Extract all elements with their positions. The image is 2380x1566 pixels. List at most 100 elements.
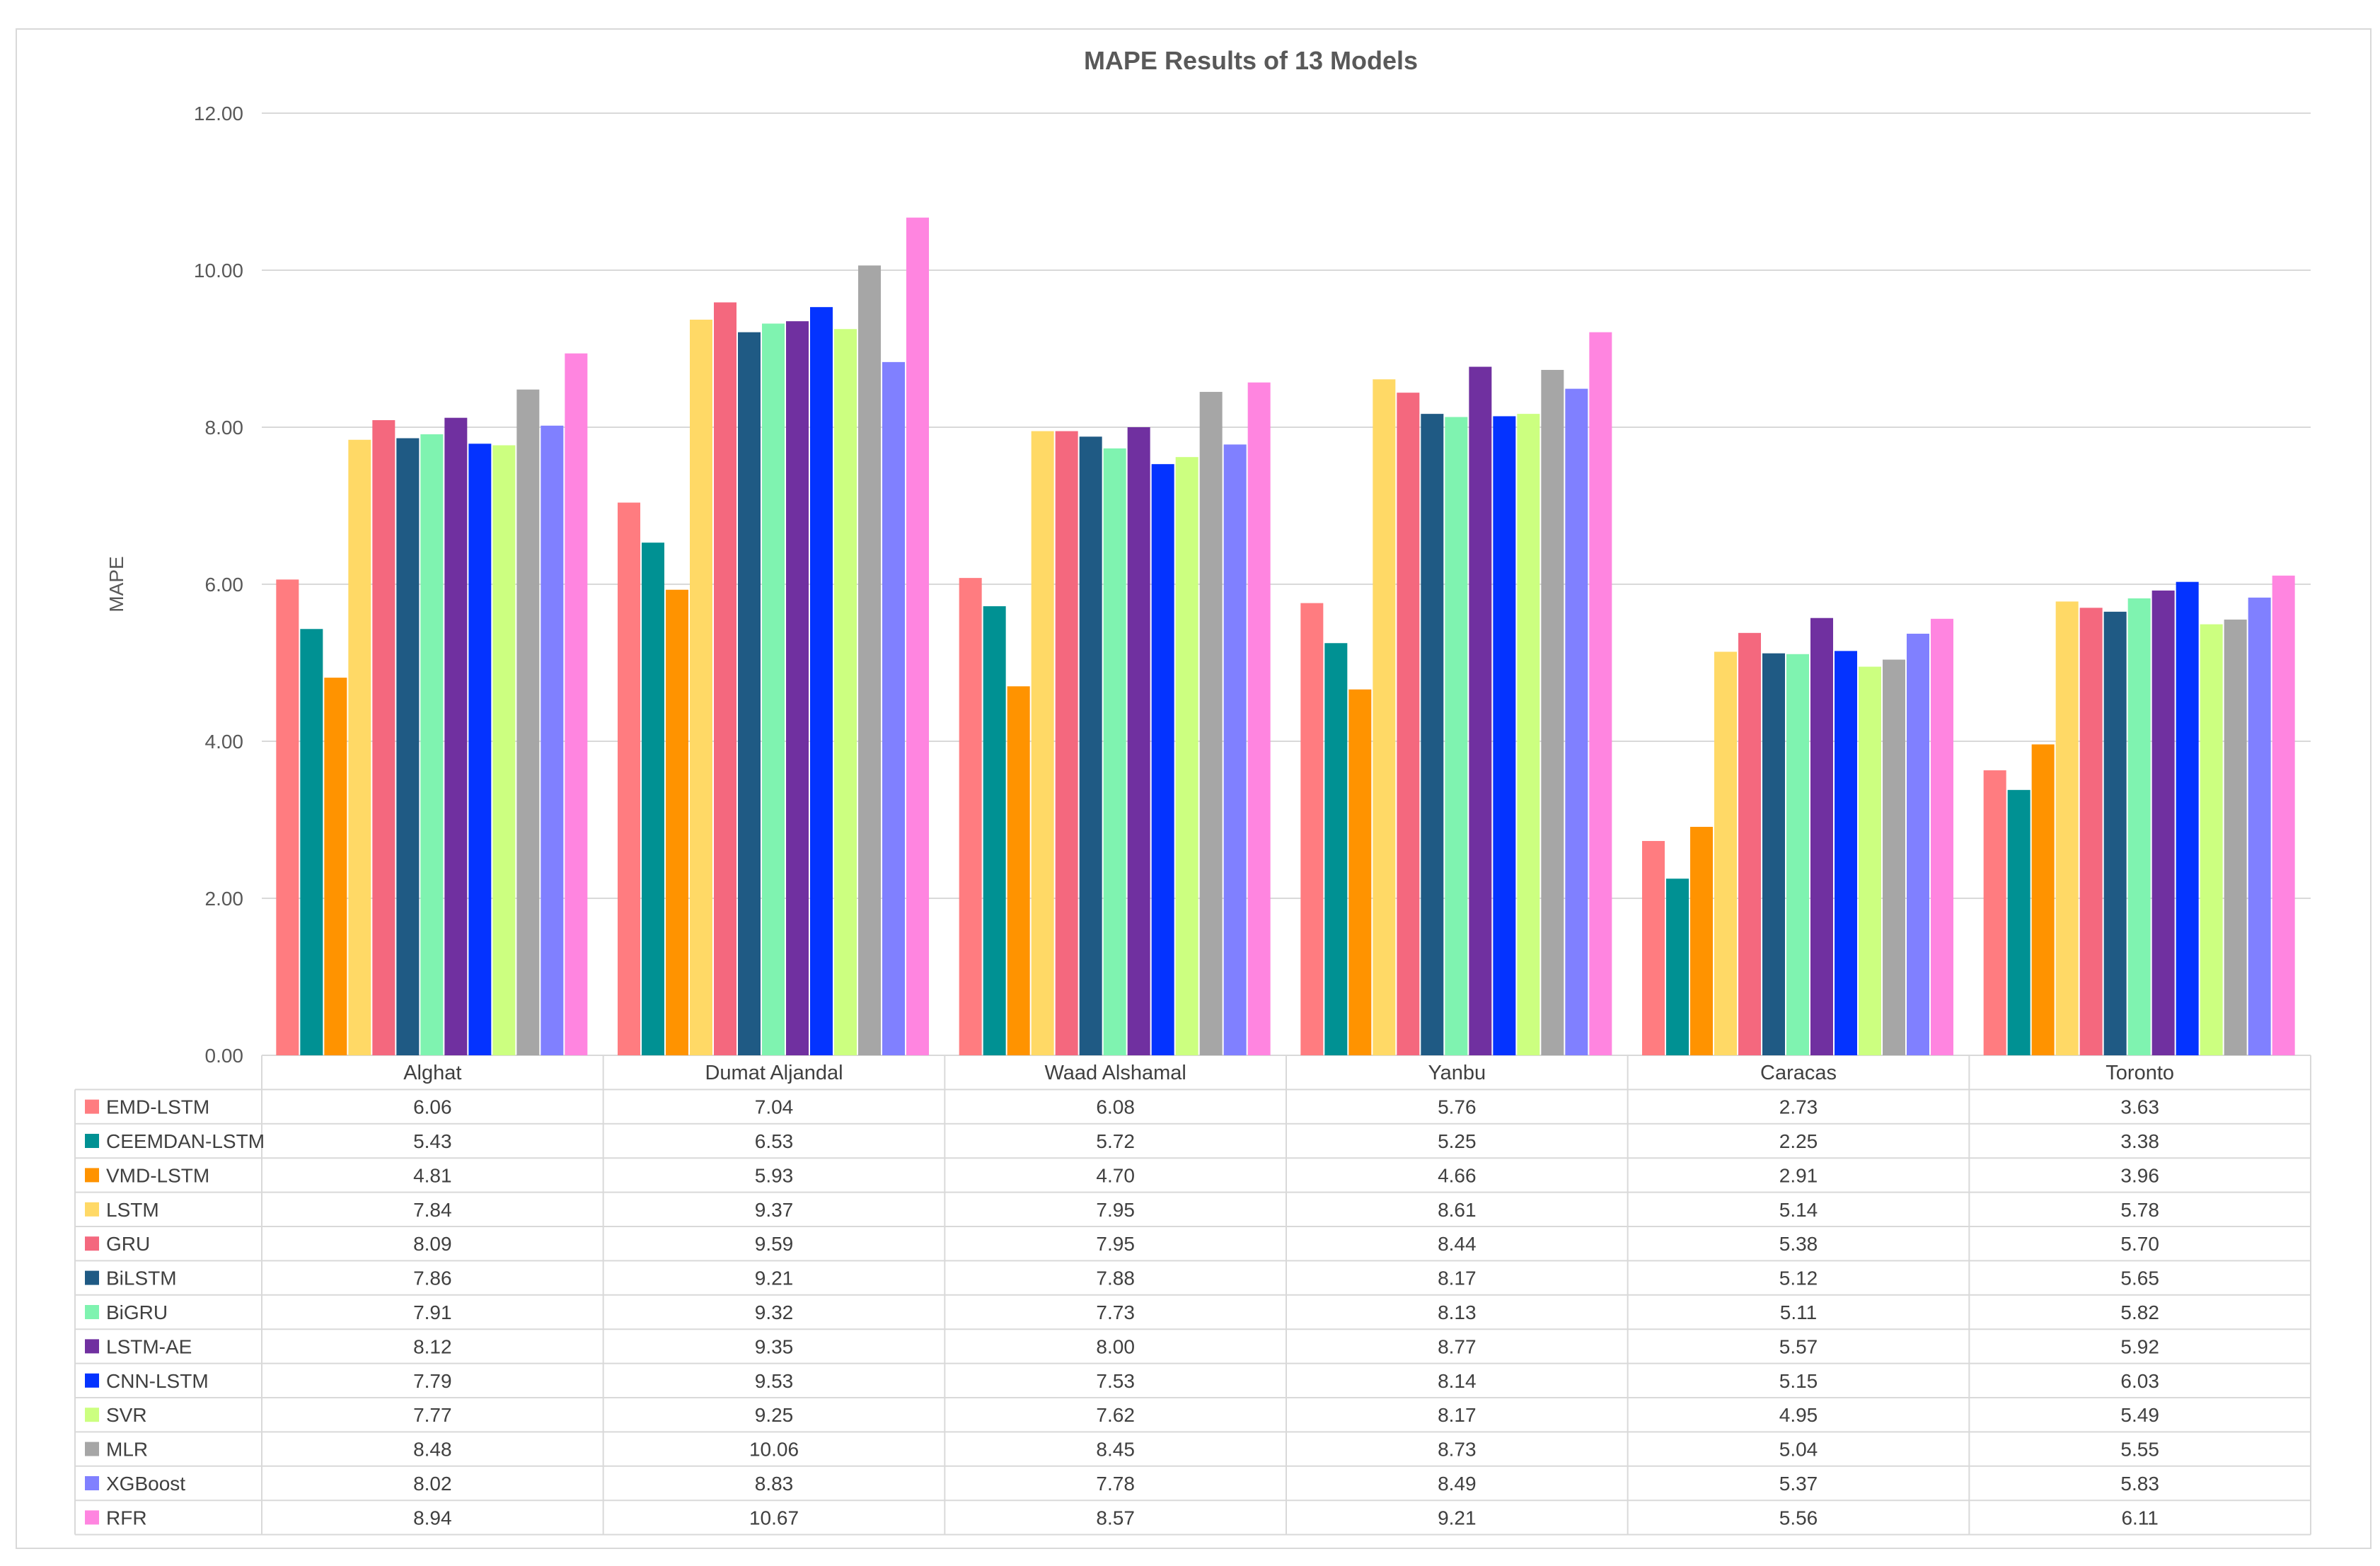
data-label: 5.37 [1779,1473,1818,1495]
data-label: 10.06 [749,1439,799,1461]
series-name: RFR [106,1507,147,1529]
data-label: 8.94 [413,1507,452,1529]
bar [1175,457,1198,1055]
bar [714,302,736,1055]
bar [1151,464,1174,1055]
bar [2151,590,2175,1055]
bar [1642,840,1665,1055]
data-label: 6.53 [755,1130,794,1152]
data-label: 8.17 [1438,1404,1477,1426]
bar [2055,601,2079,1055]
bar [1983,770,2006,1055]
data-label: 7.91 [413,1301,452,1323]
data-label: 9.59 [755,1233,794,1255]
data-label: 5.43 [413,1130,452,1152]
data-label: 5.78 [2120,1199,2159,1221]
y-axis-ticks: 0.00 2.00 4.00 6.00 8.00 10.00 12.00 [194,103,243,1067]
y-axis-label: MAPE [105,556,127,612]
category-label: Caracas [1760,1062,1837,1084]
data-label: 8.02 [413,1473,452,1495]
legend-key [85,1510,99,1525]
category-label: Toronto [2105,1062,2174,1084]
data-label: 5.57 [1779,1335,1818,1357]
y-tick-label: 6.00 [205,574,244,596]
bar [1589,332,1612,1055]
bar [2103,611,2127,1055]
bar [1666,878,1689,1055]
data-label: 8.57 [1096,1507,1135,1529]
bar [1835,651,1857,1055]
bar [372,420,395,1055]
category-label: Alghat [403,1062,461,1084]
data-label: 4.66 [1438,1164,1477,1186]
legend-key [85,1202,99,1217]
legend-key [85,1236,99,1251]
data-label: 8.44 [1438,1233,1477,1255]
legend-key [85,1476,99,1490]
data-label: 8.12 [413,1335,452,1357]
bar [618,502,640,1055]
category-label: Waad Alshamal [1044,1062,1186,1084]
data-label: 7.95 [1096,1233,1135,1255]
data-label: 5.55 [2120,1439,2159,1461]
series-name: EMD-LSTM [106,1096,209,1118]
chart-title: MAPE Results of 13 Models [1084,46,1418,75]
bar [1541,369,1564,1055]
bar [738,332,761,1055]
data-label: 8.61 [1438,1199,1477,1221]
bar [1127,427,1150,1055]
data-label: 8.48 [413,1439,452,1461]
bar [1907,633,1929,1055]
data-label: 7.88 [1096,1268,1135,1289]
y-tick-label: 4.00 [205,731,244,753]
data-label: 9.21 [1438,1507,1477,1529]
data-label: 5.65 [2120,1268,2159,1289]
bar [1421,414,1444,1055]
legend-key [85,1134,99,1148]
bar [642,543,664,1055]
bar [468,443,492,1055]
data-label: 5.15 [1779,1370,1818,1392]
category-label: Dumat Aljandal [705,1062,843,1084]
series-name: CEEMDAN-LSTM [106,1130,265,1152]
data-label: 9.53 [755,1370,794,1392]
bars [276,217,2295,1056]
bar [2200,624,2223,1055]
bar [1810,617,1833,1055]
data-label: 7.84 [413,1199,452,1221]
data-label: 5.25 [1438,1130,1477,1152]
bar [690,319,712,1056]
bar [1565,388,1588,1055]
y-tick-label: 0.00 [205,1045,244,1067]
bar [565,353,588,1055]
bar [1373,379,1396,1055]
series-name: MLR [106,1439,148,1461]
bar [1223,444,1247,1055]
bar [1031,431,1054,1055]
gridlines [262,112,2311,1056]
data-label: 6.06 [413,1096,452,1118]
data-label: 5.92 [2120,1335,2159,1357]
data-label: 6.08 [1096,1096,1135,1118]
bar [492,445,516,1055]
data-label: 8.00 [1096,1335,1135,1357]
bar [2248,597,2271,1055]
bar [1324,643,1348,1055]
bar [1007,686,1030,1055]
bar [516,389,540,1055]
data-label: 7.04 [755,1096,794,1118]
data-label: 2.91 [1779,1164,1818,1186]
bar [2127,598,2151,1055]
bar [420,434,444,1055]
bar [2176,581,2199,1055]
data-label: 7.95 [1096,1199,1135,1221]
bar [762,323,785,1056]
data-label: 5.11 [1780,1301,1817,1323]
bar [2272,575,2295,1055]
series-name: CNN-LSTM [106,1370,209,1392]
series-name: BiGRU [106,1301,168,1323]
data-label: 5.72 [1096,1130,1135,1152]
data-label: 9.37 [755,1199,794,1221]
data-label: 8.14 [1438,1370,1477,1392]
data-label: 4.95 [1779,1404,1818,1426]
